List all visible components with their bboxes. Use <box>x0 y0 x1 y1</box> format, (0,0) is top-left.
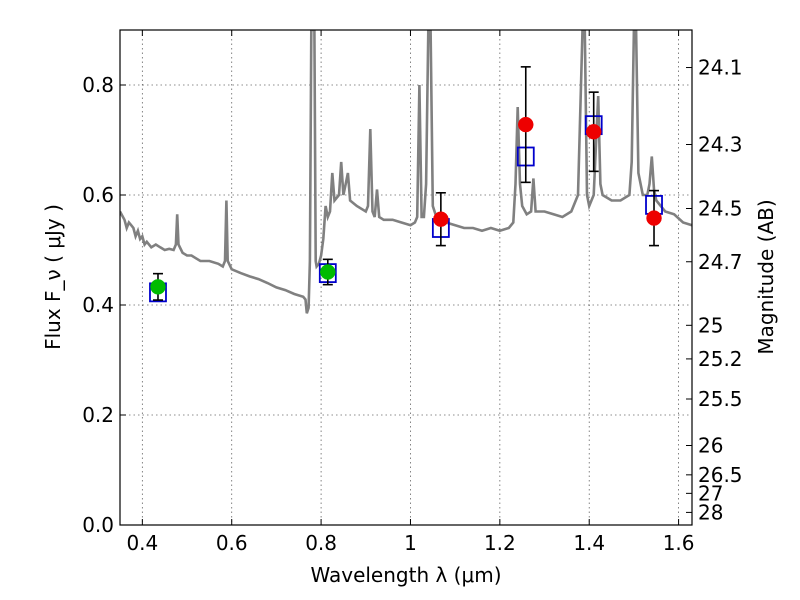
x-tick-label: 1.4 <box>573 531 605 555</box>
x-tick-label: 1.6 <box>663 531 695 555</box>
observed-point <box>320 264 336 280</box>
x-tick-label: 0.4 <box>126 531 158 555</box>
x-axis-label: Wavelength λ (μm) <box>310 563 501 587</box>
y-tick-label: 0.6 <box>82 183 114 207</box>
x-tick-label: 0.6 <box>216 531 248 555</box>
y2-axis-label: Magnitude (AB) <box>754 199 778 354</box>
y2-tick-label: 24.3 <box>698 132 743 156</box>
y2-tick-label: 25.5 <box>698 387 743 411</box>
y2-tick-label: 24.1 <box>698 56 743 80</box>
error-bars <box>152 66 660 301</box>
x-tick-label: 1.2 <box>484 531 516 555</box>
plot-area <box>120 30 692 314</box>
y-axis-ticks: 0.0 0.2 0.4 0.6 0.8 <box>82 73 126 537</box>
y2-tick-label: 24.5 <box>698 197 743 221</box>
observed-point <box>518 116 534 133</box>
plot-frame <box>119 29 693 526</box>
x-tick-label: 1 <box>404 531 417 555</box>
spectrum-line <box>120 30 692 314</box>
y-tick-label: 0.4 <box>82 293 114 317</box>
observed-point <box>150 279 166 295</box>
y2-tick-label: 26 <box>698 434 723 458</box>
x-tick-label: 0.8 <box>305 531 337 555</box>
y-tick-label: 0.2 <box>82 403 114 427</box>
observed-point <box>433 211 449 227</box>
grid-lines <box>120 30 692 526</box>
observed-points <box>150 116 662 295</box>
observed-point <box>646 210 662 226</box>
y2-tick-label: 25.2 <box>698 347 743 371</box>
x-axis-ticks: 0.4 0.6 0.8 1 1.2 1.4 1.6 <box>126 30 695 555</box>
y-axis-label: Flux F_ν ( μJy ) <box>41 204 65 350</box>
y-tick-label: 0.0 <box>82 513 114 537</box>
y-tick-label: 0.8 <box>82 73 114 97</box>
y2-tick-label: 25 <box>698 313 723 337</box>
observed-point <box>585 124 602 140</box>
y2-tick-label: 24.7 <box>698 250 743 274</box>
y2-tick-label: 28 <box>698 500 723 524</box>
y2-tick-label: 27 <box>698 481 723 505</box>
y2-tick-label: 26.5 <box>698 463 743 487</box>
